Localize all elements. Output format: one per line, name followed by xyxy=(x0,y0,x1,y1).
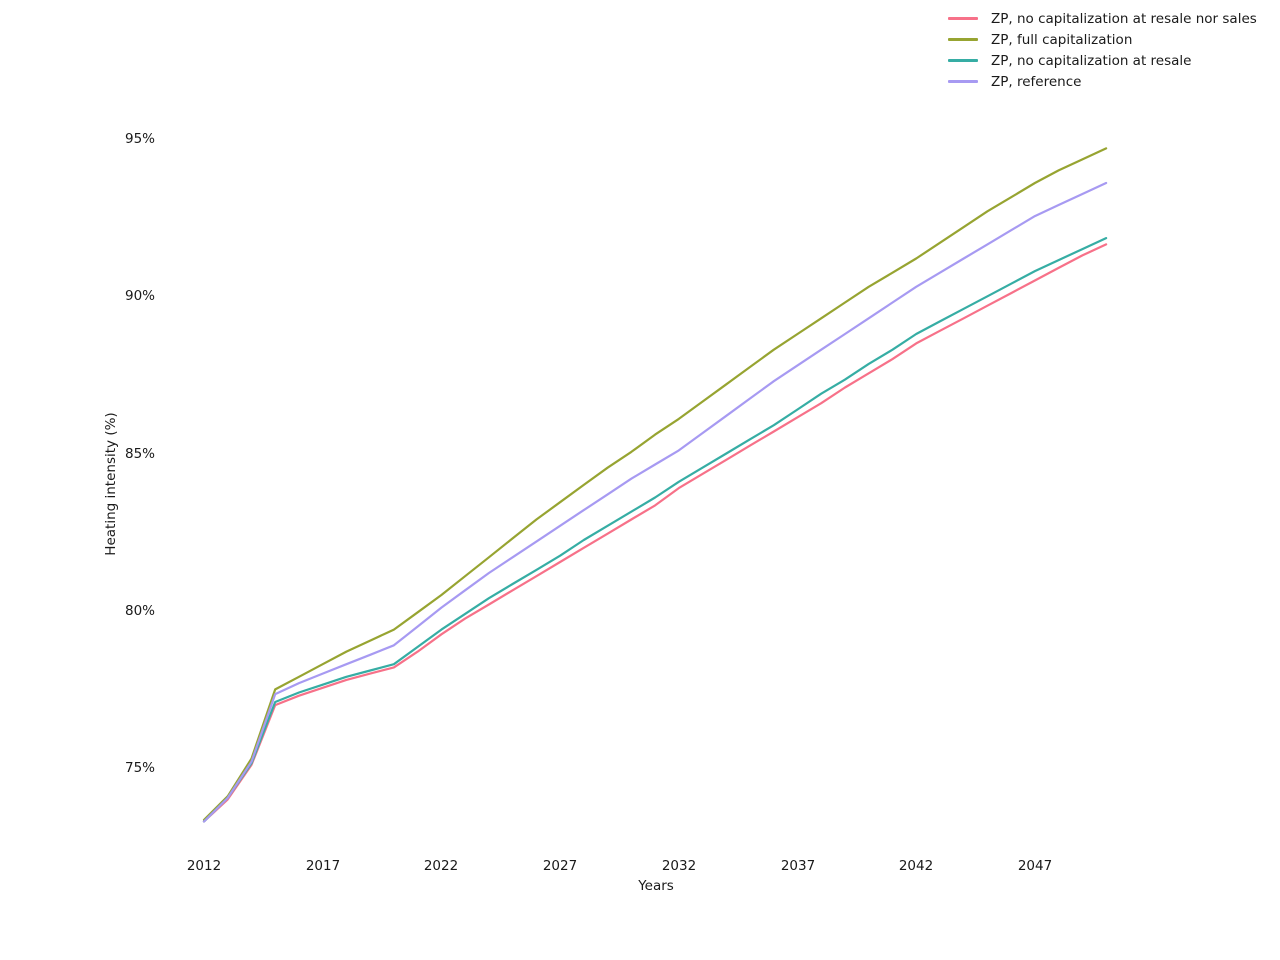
x-tick-label: 2047 xyxy=(1017,858,1053,874)
x-tick-label: 2042 xyxy=(898,858,934,874)
x-axis-label: Years xyxy=(638,878,674,894)
legend-item-zp-reference: ZP, reference xyxy=(948,71,1257,92)
y-tick-label: 95% xyxy=(124,131,155,147)
legend-item-zp-full-capitalization: ZP, full capitalization xyxy=(948,29,1257,50)
series-line-zp-no-capitalization-at-resale xyxy=(202,237,1108,823)
y-axis-label: Heating intensity (%) xyxy=(103,412,119,556)
y-tick-label: 80% xyxy=(124,603,155,619)
legend-line-swatch xyxy=(948,59,978,62)
legend-line-swatch xyxy=(948,17,978,20)
legend-label: ZP, no capitalization at resale nor sale… xyxy=(991,10,1257,27)
series-line-zp-no-capitalization-at-resale-nor-sales xyxy=(202,243,1108,823)
x-tick-label: 2032 xyxy=(661,858,697,874)
y-tick-label: 85% xyxy=(124,446,155,462)
x-tick-label: 2017 xyxy=(305,858,341,874)
legend-item-zp-no-capitalization-at-resale-nor-sales: ZP, no capitalization at resale nor sale… xyxy=(948,8,1257,29)
x-tick-label: 2037 xyxy=(780,858,816,874)
legend-line-swatch xyxy=(948,38,978,41)
x-tick-label: 2027 xyxy=(542,858,578,874)
x-tick-label: 2012 xyxy=(186,858,222,874)
series-line-zp-reference xyxy=(202,181,1108,823)
y-tick-label: 90% xyxy=(124,288,155,304)
legend-label: ZP, reference xyxy=(991,73,1082,90)
legend-label: ZP, no capitalization at resale xyxy=(991,52,1192,69)
legend-line-swatch xyxy=(948,80,978,83)
legend: ZP, no capitalization at resale nor sale… xyxy=(948,8,1257,92)
x-tick-label: 2022 xyxy=(423,858,459,874)
y-tick-label: 75% xyxy=(124,760,155,776)
legend-item-zp-no-capitalization-at-resale: ZP, no capitalization at resale xyxy=(948,50,1257,71)
series-line-zp-full-capitalization xyxy=(202,147,1108,822)
legend-label: ZP, full capitalization xyxy=(991,31,1133,48)
